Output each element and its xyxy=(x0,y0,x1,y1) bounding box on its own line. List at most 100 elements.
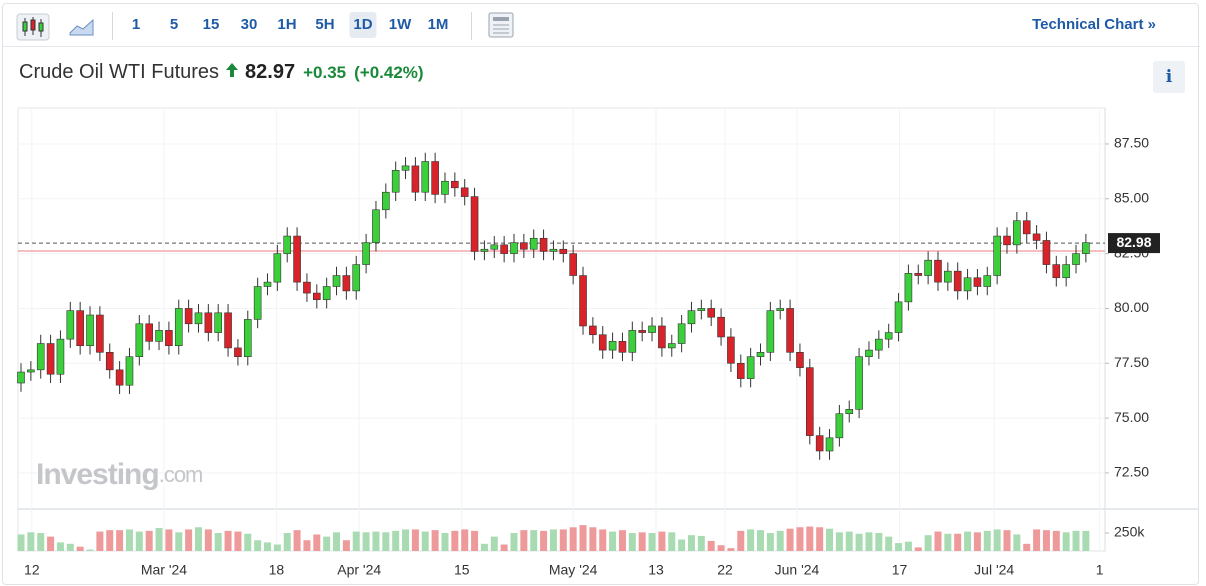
interval-button[interactable]: 1D xyxy=(349,12,377,38)
volume-bar xyxy=(766,533,774,551)
volume-bar xyxy=(1062,532,1070,551)
interval-button[interactable]: 5 xyxy=(169,16,179,33)
x-tick-label: Jun '24 xyxy=(775,562,820,578)
interval-button[interactable]: 15 xyxy=(202,16,220,33)
last-price: 82.97 xyxy=(245,61,296,83)
x-tick-label: 22 xyxy=(717,562,733,578)
volume-bar xyxy=(638,532,646,551)
candle-body xyxy=(470,196,479,252)
candle-body xyxy=(194,312,203,325)
volume-bar xyxy=(293,530,301,551)
candle-body xyxy=(628,330,637,353)
candle-body xyxy=(1062,264,1070,279)
candle-icon[interactable] xyxy=(13,6,53,46)
candle-body xyxy=(884,332,893,340)
candle-body xyxy=(727,336,735,364)
volume-bar xyxy=(855,533,863,551)
area-icon[interactable] xyxy=(67,11,97,41)
candle-body xyxy=(1052,264,1061,279)
candle-body xyxy=(717,316,725,338)
candle-body xyxy=(17,371,25,384)
volume-bar xyxy=(500,544,508,551)
calendar-icon[interactable] xyxy=(487,11,517,41)
volume-bar xyxy=(86,549,94,551)
candle-body xyxy=(234,347,242,357)
interval-button[interactable]: 1H xyxy=(277,16,297,33)
candle-body xyxy=(1022,220,1031,235)
volume-bar xyxy=(510,533,518,551)
candle-body xyxy=(174,308,183,347)
candle-body xyxy=(56,338,65,375)
candle-body xyxy=(115,369,124,386)
volume-bar xyxy=(1033,529,1041,551)
y-tick-label: 77.50 xyxy=(1114,354,1149,370)
volume-bar xyxy=(697,535,705,551)
candle-body xyxy=(362,242,370,265)
candle-body xyxy=(155,330,163,342)
volume-bar xyxy=(579,525,587,551)
volume-bar xyxy=(47,536,55,551)
volume-bar xyxy=(224,530,232,551)
candle-body xyxy=(746,356,755,379)
volume-bar xyxy=(441,533,449,551)
interval-button[interactable]: 5H xyxy=(315,16,335,33)
volume-bar xyxy=(875,533,883,551)
candle-body xyxy=(579,275,587,327)
volume-bar xyxy=(559,529,567,551)
volume-bar xyxy=(885,536,893,551)
info-button[interactable]: i xyxy=(1153,61,1185,93)
volume-bar xyxy=(1072,530,1080,551)
candle-body xyxy=(904,273,913,303)
volume-bar xyxy=(747,529,755,551)
candle-body xyxy=(214,312,222,333)
volume-bar xyxy=(865,532,873,551)
volume-bar xyxy=(490,536,498,551)
volume-bar xyxy=(96,531,104,551)
volume-bar xyxy=(1082,530,1090,551)
volume-bar xyxy=(165,529,173,551)
volume-bar xyxy=(116,530,124,551)
interval-button[interactable]: 1 xyxy=(131,16,141,33)
candle-body xyxy=(658,325,666,349)
candle-body xyxy=(569,253,577,276)
volume-bar xyxy=(826,528,834,551)
interval-button[interactable]: 1M xyxy=(427,16,449,33)
interval-button[interactable]: 30 xyxy=(240,16,258,33)
candle-body xyxy=(312,292,321,300)
candle-body xyxy=(736,362,745,379)
interval-button[interactable]: 1W xyxy=(388,16,412,33)
candle-body xyxy=(342,275,351,292)
volume-bar xyxy=(904,541,912,551)
candle-body xyxy=(776,308,785,311)
candle-body xyxy=(598,334,607,351)
candle-body xyxy=(805,367,814,436)
candle-body xyxy=(1042,240,1051,265)
volume-bar xyxy=(155,527,163,551)
candle-body xyxy=(865,349,873,357)
technical-chart-link[interactable]: Technical Chart » xyxy=(1032,16,1156,33)
y-tick-label: 75.00 xyxy=(1114,409,1149,425)
candle-body xyxy=(1003,235,1011,246)
candle-body xyxy=(894,301,903,333)
candle-body xyxy=(391,169,400,193)
volume-bar xyxy=(480,543,488,551)
candle-body xyxy=(529,237,538,250)
candle-body xyxy=(697,308,706,311)
y-tick-label: 72.50 xyxy=(1114,464,1149,480)
candle-body xyxy=(687,310,696,325)
candle-body xyxy=(165,330,173,347)
volume-bar xyxy=(461,529,469,551)
volume-bar xyxy=(549,529,557,551)
candle-body xyxy=(332,275,341,287)
x-tick-label: 1 xyxy=(1096,562,1104,578)
volume-bar xyxy=(993,529,1001,551)
candle-body xyxy=(934,259,942,283)
separator xyxy=(112,12,113,40)
volume-bar xyxy=(806,526,814,551)
x-tick-label: 15 xyxy=(454,562,470,578)
volume-bar xyxy=(648,533,656,551)
volume-bar xyxy=(520,530,528,551)
candle-body xyxy=(66,310,75,340)
price-change: +0.35 xyxy=(303,63,347,82)
candle-body xyxy=(1032,233,1041,241)
